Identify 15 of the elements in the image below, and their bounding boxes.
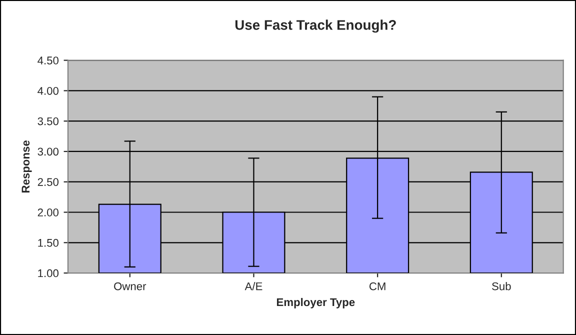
y-tick-label: 3.00: [38, 148, 59, 156]
x-tick-label: A/E: [244, 282, 262, 290]
x-tick-label: Sub: [492, 282, 511, 290]
y-axis-title: Response: [22, 140, 32, 192]
y-tick-label: 3.50: [38, 117, 59, 126]
y-tick-label: 2.00: [38, 208, 59, 216]
y-tick-label: 1.00: [38, 269, 59, 278]
y-tick-label: 4.00: [38, 86, 59, 95]
x-axis-title: Employer Type: [276, 298, 355, 308]
x-tick-label: Owner: [114, 282, 146, 290]
y-tick-label: 2.50: [38, 178, 59, 186]
chart-title: Use Fast Track Enough?: [235, 20, 396, 33]
y-tick-label: 1.50: [38, 238, 59, 247]
y-tick-label: 4.50: [38, 56, 59, 64]
x-tick-label: CM: [369, 282, 386, 290]
